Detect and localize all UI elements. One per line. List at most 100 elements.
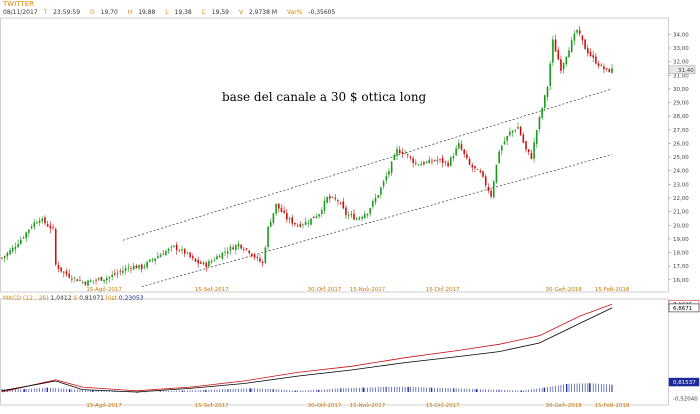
candle-up (428, 159, 431, 164)
candle-up (382, 181, 385, 187)
var-label: Var% (286, 9, 303, 16)
candle-down (197, 260, 199, 264)
candle-up (28, 229, 30, 233)
candle-up (20, 239, 22, 244)
candle-down (63, 271, 65, 273)
bar-high: 19,88 (138, 9, 156, 16)
candle-up (216, 256, 218, 260)
candle-up (361, 216, 363, 219)
candle-up (154, 258, 156, 262)
candle-up (224, 251, 226, 253)
candle-up (41, 218, 44, 222)
x-tick-label: 30-Gen-2018 (545, 287, 582, 293)
candle-up (476, 169, 479, 170)
candle-down (350, 214, 353, 216)
candle-up (417, 164, 420, 166)
x-tick-label: 15-Ago-2017 (86, 403, 122, 409)
price-tick-label: 23,00 (673, 182, 689, 188)
candle-up (14, 246, 17, 250)
candle-up (535, 130, 538, 144)
candle-up (501, 145, 503, 151)
candle-up (331, 197, 334, 198)
candle-down (474, 165, 476, 169)
macd-panel-frame (0, 298, 669, 406)
chart-symbol: TWITTER (3, 0, 34, 8)
candle-up (103, 279, 105, 282)
candle-up (358, 217, 361, 220)
candle-down (191, 256, 194, 259)
candle-down (79, 279, 81, 281)
candle-down (68, 273, 70, 278)
candle-down (291, 217, 294, 224)
x-tick-label: 15-Ago-2017 (86, 287, 122, 293)
price-tick-label: 25,00 (673, 155, 689, 161)
candle-down (46, 224, 49, 227)
candle-up (404, 153, 406, 154)
channel-lower-line (141, 154, 613, 287)
price-tick-label: 16,00 (673, 278, 689, 284)
candle-down (253, 254, 256, 258)
candle-down (484, 176, 487, 186)
candle-up (122, 270, 124, 273)
x-tick-label: 15-Nov-2017 (350, 287, 386, 293)
candle-down (595, 56, 597, 64)
candle-down (175, 244, 178, 251)
candle-up (229, 246, 232, 251)
candle-down (345, 207, 347, 216)
candle-down (466, 154, 468, 159)
candle-up (151, 259, 154, 261)
macd-tick-box (668, 377, 700, 387)
candle-up (573, 33, 576, 41)
candle-up (503, 141, 506, 145)
candle-down (259, 258, 261, 262)
candle-down (277, 203, 280, 209)
candle-down (439, 159, 441, 160)
candle-down (608, 68, 611, 73)
candle-up (304, 221, 307, 225)
volume-label: V (238, 9, 244, 16)
candle-up (514, 130, 517, 132)
candle-down (135, 265, 138, 269)
candle-down (178, 250, 181, 252)
candle-up (275, 203, 277, 214)
x-tick-label: 15-Dic-2017 (426, 287, 460, 293)
channel-upper-line (122, 88, 613, 241)
candle-down (468, 158, 471, 165)
candle-down (444, 161, 447, 163)
candle-down (44, 217, 46, 224)
candle-down (57, 264, 60, 269)
candle-up (302, 224, 304, 226)
bar-close: 19,59 (211, 9, 229, 16)
candle-up (388, 171, 390, 175)
candle-up (81, 281, 84, 283)
price-tick-label: 21,00 (673, 210, 689, 216)
candle-down (200, 262, 202, 264)
price-tick-label: 19,00 (673, 237, 689, 243)
candle-up (544, 95, 546, 108)
candle-up (326, 197, 328, 203)
price-tick-label: 30,00 (673, 87, 689, 93)
macd-readout: MACD (12 , 26) 1,0412 S 0,81071 hist 0,2… (3, 295, 144, 302)
signal-value: 0,81071 (79, 295, 104, 302)
candle-down (280, 207, 283, 212)
candle-down (1, 257, 3, 259)
candle-up (568, 50, 570, 58)
candle-up (11, 247, 14, 252)
candle-down (525, 141, 527, 150)
candle-up (116, 273, 119, 274)
candle-down (71, 278, 73, 280)
bar-open: 19,70 (100, 9, 118, 16)
candle-down (329, 196, 331, 199)
price-tick-label: 26,00 (673, 141, 689, 147)
candle-up (210, 260, 213, 263)
candle-down (441, 157, 444, 163)
candle-up (159, 254, 162, 258)
macd-tick-label: 6,8671 (673, 306, 692, 312)
last-price-box (668, 65, 696, 75)
last-price-label: 31,40 (678, 68, 694, 74)
candle-up (320, 210, 323, 214)
candle-up (124, 268, 127, 271)
candle-up (310, 218, 312, 225)
candle-up (307, 222, 310, 224)
